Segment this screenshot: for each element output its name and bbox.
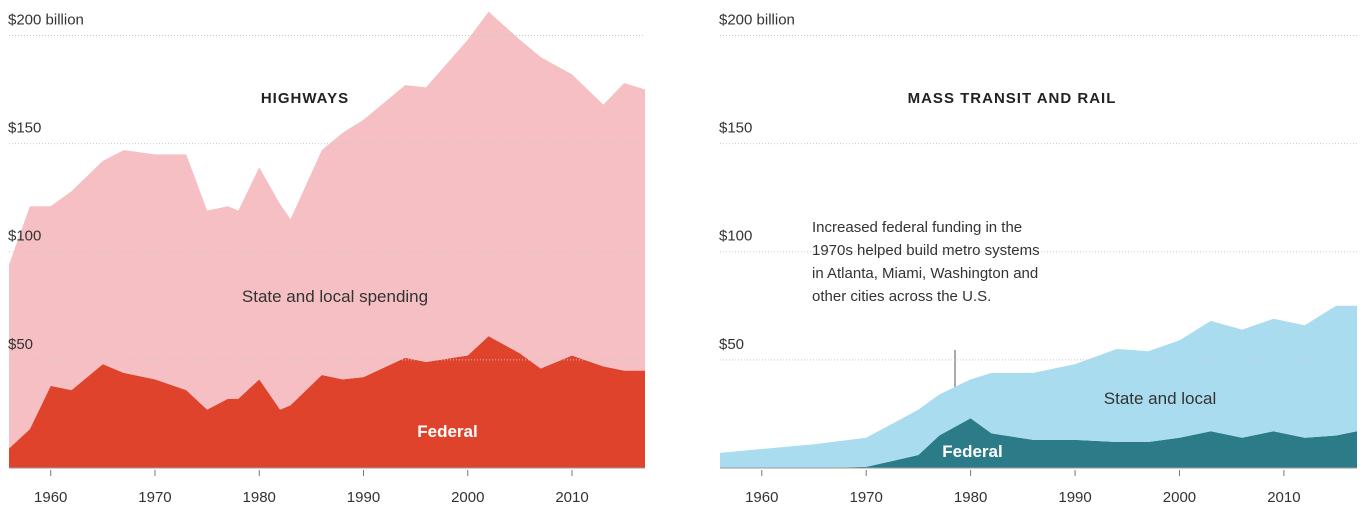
x-tick-label: 1970 bbox=[850, 489, 883, 505]
x-tick-label: 1990 bbox=[1058, 489, 1091, 505]
y-tick-label: $50 bbox=[8, 336, 33, 353]
area bbox=[9, 336, 645, 468]
annotation-line: Increased federal funding in the bbox=[812, 219, 1023, 236]
series-label: State and local spending bbox=[241, 287, 429, 306]
y-tick-label: $100 bbox=[719, 228, 752, 245]
annotation: Increased federal funding in the 1970s h… bbox=[812, 216, 1112, 308]
chart-title: MASS TRANSIT AND RAIL bbox=[908, 90, 1117, 107]
x-tick-label: 2000 bbox=[451, 489, 484, 505]
area bbox=[720, 418, 1357, 468]
area bbox=[9, 11, 645, 449]
y-tick-label: $150 bbox=[719, 120, 752, 137]
x-tick-label: 1990 bbox=[347, 489, 380, 505]
series-label: Federal bbox=[942, 442, 1003, 461]
x-tick-label: 1960 bbox=[34, 489, 67, 505]
y-tick-label: $200 billion bbox=[8, 11, 84, 28]
x-tick-label: 2010 bbox=[1267, 489, 1300, 505]
area bbox=[720, 305, 1357, 468]
y-tick-label: $150 bbox=[8, 120, 41, 137]
annotation-line: in Atlanta, Miami, Washington and bbox=[812, 265, 1039, 282]
x-tick-label: 1980 bbox=[243, 489, 276, 505]
y-tick-label: $100 bbox=[8, 228, 41, 245]
series-label: State and local bbox=[1103, 389, 1217, 408]
x-tick-label: 1960 bbox=[745, 489, 778, 505]
x-tick-label: 1980 bbox=[954, 489, 987, 505]
series-label: Federal bbox=[417, 422, 478, 441]
x-tick-label: 1970 bbox=[138, 489, 171, 505]
annotation-line: other cities across the U.S. bbox=[812, 288, 992, 305]
y-tick-label: $50 bbox=[719, 336, 744, 353]
chart-title: HIGHWAYS bbox=[261, 90, 349, 107]
x-tick-label: 2000 bbox=[1163, 489, 1196, 505]
y-tick-label: $200 billion bbox=[719, 11, 795, 28]
annotation-line: 1970s helped build metro systems bbox=[812, 242, 1040, 259]
x-tick-label: 2010 bbox=[555, 489, 588, 505]
